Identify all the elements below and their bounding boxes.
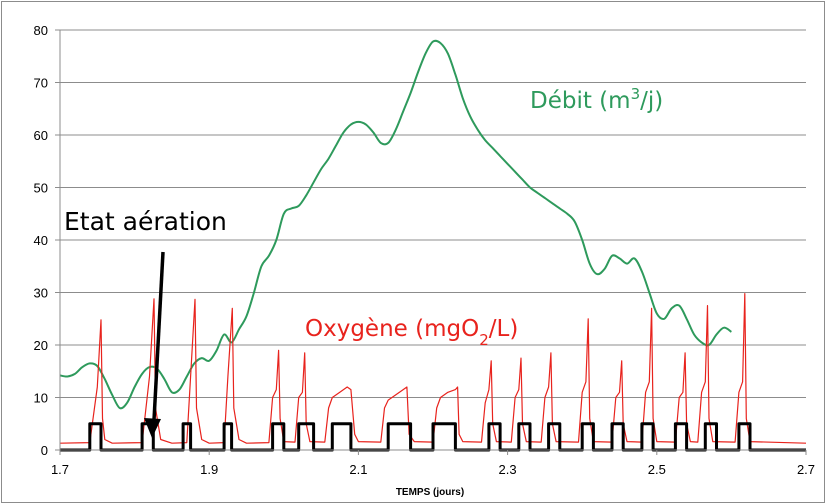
y-axis-tick-labels: 0 10 20 30 40 50 60 70 80	[34, 23, 48, 458]
debit-annotation: Débit (m3/j)	[530, 85, 663, 114]
y-tick-label: 0	[41, 443, 48, 458]
series-line-debit	[59, 39, 732, 410]
x-tick-label: 2.7	[797, 462, 815, 477]
x-tick-label: 2.1	[349, 462, 367, 477]
series-line-aeration	[60, 422, 806, 452]
x-tick-label: 2.5	[648, 462, 666, 477]
y-tick-label: 80	[34, 23, 48, 38]
y-tick-label: 60	[34, 128, 48, 143]
debit-annotation-text: Débit (m	[530, 88, 631, 114]
debit-annotation-sup: 3	[631, 85, 641, 103]
oxygene-annotation-after: /L)	[489, 316, 519, 342]
y-tick-label: 10	[34, 391, 48, 406]
axes	[55, 29, 807, 455]
oxygene-annotation-text: Oxygène (mgO	[305, 316, 479, 342]
x-axis-title: TEMPS (jours)	[396, 487, 464, 498]
aeration-arrow-shaft	[152, 251, 165, 421]
gridlines	[60, 29, 806, 398]
debit-annotation-after: /j)	[640, 88, 663, 114]
y-tick-label: 70	[34, 76, 48, 91]
x-axis-tick-labels: 1.7 1.9 2.1 2.3 2.5 2.7	[51, 462, 815, 477]
aeration-arrow	[144, 251, 165, 438]
y-tick-label: 40	[34, 233, 48, 248]
x-tick-label: 1.7	[51, 462, 69, 477]
x-tick-label: 2.3	[499, 462, 517, 477]
y-tick-label: 50	[34, 181, 48, 196]
y-tick-label: 20	[34, 338, 48, 353]
y-tick-label: 30	[34, 286, 48, 301]
oxygene-annotation: Oxygène (mgO2/L)	[305, 316, 518, 349]
aeration-arrow-head	[144, 418, 161, 438]
x-tick-label: 1.9	[200, 462, 218, 477]
plot-lines	[59, 39, 807, 452]
oxygene-annotation-sub: 2	[479, 331, 489, 349]
aeration-annotation: Etat aération	[64, 207, 227, 236]
